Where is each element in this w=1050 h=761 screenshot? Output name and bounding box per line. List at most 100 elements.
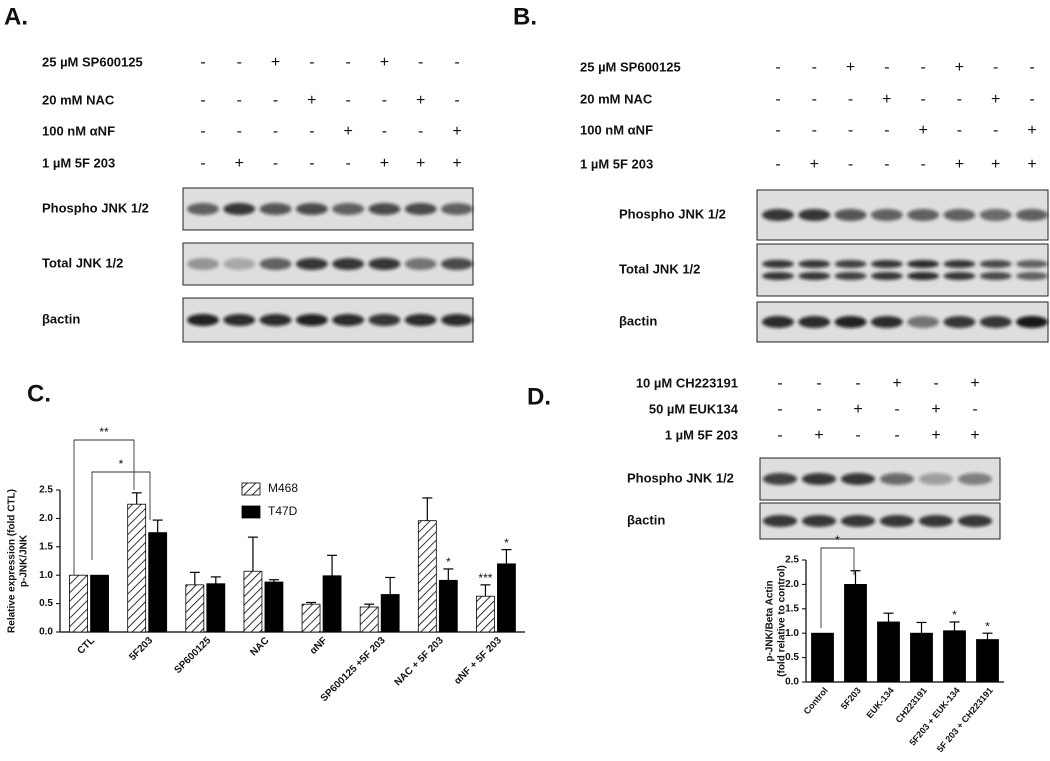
significance: *** (478, 571, 492, 585)
blot-band (907, 209, 940, 221)
bar (206, 583, 226, 633)
blot-band (762, 316, 794, 328)
treatment-label: 25 µM SP600125 (580, 59, 681, 74)
error-bar (916, 621, 927, 634)
blot-label: βactin (619, 313, 657, 328)
error-bar (480, 584, 491, 597)
x-tick-label: αNF + 5F 203 (452, 635, 504, 687)
blot-band (907, 272, 940, 280)
panel-label: A. (4, 3, 28, 30)
y-axis-label: (fold relative to control) (777, 565, 788, 677)
bar (877, 621, 900, 683)
treatment-sign: - (345, 54, 350, 71)
treatment-sign: + (1027, 122, 1036, 139)
y-tick-label: 0.5 (785, 652, 799, 663)
blot-band (368, 314, 401, 326)
treatment-sign: - (777, 427, 782, 444)
error-bar (422, 497, 433, 521)
blot-band (918, 515, 954, 527)
treatment-sign: - (993, 122, 998, 139)
y-tick-label: 1.5 (785, 603, 799, 614)
bar (844, 584, 867, 683)
error-bar (443, 568, 454, 581)
bracket-label: ** (99, 425, 109, 439)
blot-band (834, 272, 867, 280)
treatment-sign: - (273, 155, 278, 172)
blot (756, 243, 1049, 297)
treatment-sign: - (920, 156, 925, 173)
blot-band (441, 314, 473, 326)
blot-membrane (756, 243, 1049, 297)
panel-label: B. (513, 3, 537, 30)
blot-band (870, 209, 903, 221)
blot (182, 242, 474, 286)
treatment-sign: - (775, 122, 780, 139)
y-tick-label: 1.5 (39, 541, 53, 552)
blot-band (979, 209, 1012, 221)
x-tick-label: 5F203 (839, 685, 863, 711)
y-tick-label: 2.0 (785, 579, 799, 590)
treatment-sign: + (991, 91, 1000, 108)
treatment-sign: - (848, 91, 853, 108)
treatment-sign: + (955, 156, 964, 173)
blot-band (979, 272, 1012, 280)
treatment-sign: - (933, 375, 938, 392)
blot-band (979, 316, 1012, 328)
blot-band (943, 272, 976, 280)
blot-band (762, 473, 798, 485)
blot-band (1016, 260, 1048, 268)
panel-label: C. (27, 380, 51, 407)
treatment-sign: + (931, 427, 940, 444)
blot-band (907, 260, 940, 268)
treatment-label: 1 µM 5F 203 (42, 155, 115, 170)
treatment-sign: - (309, 155, 314, 172)
treatment-sign: - (273, 92, 278, 109)
y-tick-label: 0.0 (39, 627, 53, 638)
treatment-sign: - (812, 91, 817, 108)
treatment-sign: - (894, 401, 899, 418)
treatment-sign: - (848, 156, 853, 173)
blot-band (918, 473, 954, 485)
legend-swatch (241, 482, 261, 496)
treatment-sign: + (970, 427, 979, 444)
blot-band (834, 209, 867, 221)
legend-label: M468 (268, 481, 298, 495)
blot (182, 297, 474, 343)
blot-label: Phospho JNK 1/2 (619, 206, 726, 221)
treatment-sign: - (993, 59, 998, 76)
treatment-sign: - (273, 123, 278, 140)
treatment-label: 100 nM αNF (42, 123, 115, 138)
bar (90, 574, 109, 633)
bar (417, 520, 437, 633)
blot-band (943, 316, 976, 328)
legend-swatch (241, 505, 261, 519)
error-bar (501, 549, 512, 564)
blot-band (840, 515, 876, 527)
y-tick-label: 2.5 (39, 485, 53, 496)
treatment-sign: + (853, 401, 862, 418)
treatment-sign: - (775, 91, 780, 108)
error-bar (850, 570, 861, 585)
bar (264, 581, 284, 633)
treatment-sign: - (309, 123, 314, 140)
treatment-sign: + (892, 375, 901, 392)
y-axis-label: Relative expression (fold CTL) (7, 489, 18, 633)
blot-band (957, 515, 993, 527)
treatment-label: 50 µM EUK134 (649, 401, 739, 416)
blot-band (368, 203, 401, 215)
blot-band (1016, 316, 1048, 328)
significance-bracket (91, 471, 151, 560)
x-tick-label: 5F203 (127, 635, 155, 663)
blot-band (801, 515, 837, 527)
treatment-sign: - (200, 54, 205, 71)
treatment-sign: + (416, 155, 425, 172)
treatment-sign: - (418, 54, 423, 71)
x-tick-label: EUK-134 (864, 685, 895, 720)
blot-band (943, 260, 976, 268)
blot-label: Total JNK 1/2 (619, 261, 700, 276)
significance-bracket (820, 547, 855, 628)
treatment-sign: - (200, 123, 205, 140)
x-tick-label: SP600125 +5F 203 (319, 635, 388, 704)
treatment-sign: - (454, 92, 459, 109)
treatment-sign: - (237, 92, 242, 109)
